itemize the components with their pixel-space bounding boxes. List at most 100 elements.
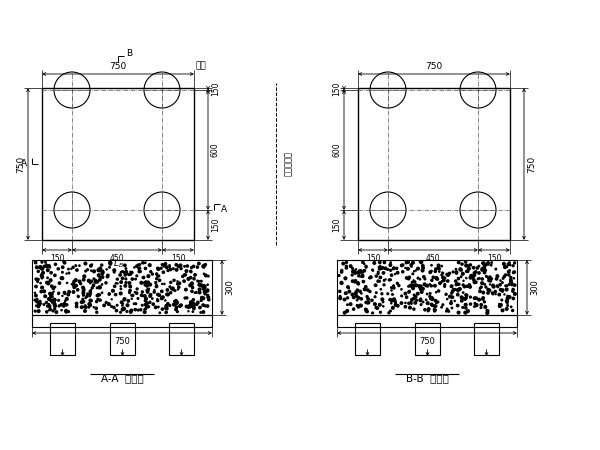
Point bbox=[452, 280, 462, 288]
Point bbox=[108, 287, 118, 294]
Point bbox=[461, 292, 471, 299]
Point bbox=[393, 302, 403, 310]
Point bbox=[413, 265, 423, 272]
Point bbox=[199, 308, 208, 315]
Point bbox=[487, 275, 496, 283]
Point bbox=[160, 280, 169, 288]
Point bbox=[363, 299, 373, 306]
Point bbox=[62, 295, 71, 302]
Point bbox=[44, 279, 53, 286]
Point bbox=[418, 262, 428, 270]
Point bbox=[133, 261, 143, 268]
Point bbox=[204, 296, 214, 303]
Point bbox=[350, 270, 360, 277]
Point bbox=[196, 281, 206, 288]
Point bbox=[458, 277, 468, 284]
Point bbox=[203, 293, 213, 301]
Point bbox=[188, 308, 197, 315]
Point bbox=[158, 306, 167, 313]
Point bbox=[361, 307, 371, 314]
Point bbox=[421, 282, 431, 289]
Point bbox=[358, 259, 368, 266]
Point bbox=[354, 269, 364, 276]
Point bbox=[456, 266, 466, 274]
Point bbox=[199, 302, 208, 309]
Point bbox=[470, 300, 480, 307]
Point bbox=[172, 261, 181, 268]
Point bbox=[94, 266, 103, 274]
Point bbox=[353, 304, 363, 311]
Point bbox=[81, 294, 91, 302]
Point bbox=[57, 306, 67, 314]
Point bbox=[397, 292, 406, 300]
Point bbox=[140, 265, 150, 272]
Point bbox=[363, 299, 373, 306]
Point bbox=[385, 276, 394, 284]
Point bbox=[373, 305, 382, 312]
Point bbox=[361, 306, 371, 313]
Point bbox=[127, 269, 137, 276]
Point bbox=[434, 265, 444, 272]
Point bbox=[79, 273, 89, 280]
Point bbox=[425, 281, 434, 288]
Point bbox=[176, 265, 186, 272]
Point bbox=[58, 292, 67, 299]
Point bbox=[447, 304, 457, 311]
Point bbox=[75, 278, 85, 285]
Point bbox=[34, 268, 43, 275]
Point bbox=[141, 279, 151, 286]
Point bbox=[166, 279, 176, 286]
Point bbox=[353, 279, 362, 286]
Text: 下游: 下游 bbox=[196, 62, 207, 71]
Point bbox=[458, 270, 467, 277]
Point bbox=[196, 309, 206, 316]
Point bbox=[446, 297, 456, 305]
Point bbox=[361, 299, 371, 306]
Point bbox=[403, 265, 413, 272]
Point bbox=[428, 296, 437, 303]
Point bbox=[138, 259, 148, 266]
Point bbox=[377, 296, 387, 303]
Point bbox=[378, 298, 388, 306]
Point bbox=[43, 263, 52, 270]
Point bbox=[71, 282, 81, 289]
Point bbox=[159, 262, 169, 270]
Point bbox=[415, 297, 425, 304]
Point bbox=[387, 272, 397, 279]
Point bbox=[355, 302, 365, 309]
Point bbox=[145, 261, 155, 269]
Point bbox=[408, 284, 418, 292]
Point bbox=[89, 304, 98, 311]
Point bbox=[124, 280, 134, 287]
Point bbox=[495, 302, 505, 310]
Point bbox=[469, 264, 478, 271]
Point bbox=[60, 259, 70, 266]
Text: 150: 150 bbox=[171, 254, 185, 263]
Point bbox=[68, 288, 78, 296]
Point bbox=[91, 305, 101, 312]
Point bbox=[165, 283, 175, 290]
Point bbox=[137, 302, 147, 309]
Point bbox=[497, 297, 506, 304]
Point bbox=[437, 304, 446, 311]
Point bbox=[140, 301, 150, 308]
Point bbox=[83, 266, 92, 273]
Point bbox=[181, 286, 191, 293]
Point bbox=[200, 288, 209, 295]
Point bbox=[349, 268, 359, 275]
Point bbox=[355, 288, 365, 295]
Point bbox=[497, 279, 507, 286]
Point bbox=[391, 299, 400, 306]
Point bbox=[501, 271, 511, 279]
Point bbox=[463, 283, 472, 290]
Point bbox=[467, 274, 476, 281]
Point bbox=[422, 290, 432, 297]
Point bbox=[411, 267, 421, 274]
Point bbox=[50, 272, 60, 279]
Point bbox=[58, 269, 67, 276]
Point bbox=[95, 276, 104, 284]
Point bbox=[510, 260, 520, 267]
Point bbox=[81, 303, 91, 310]
Point bbox=[34, 307, 43, 315]
Point bbox=[425, 293, 434, 300]
